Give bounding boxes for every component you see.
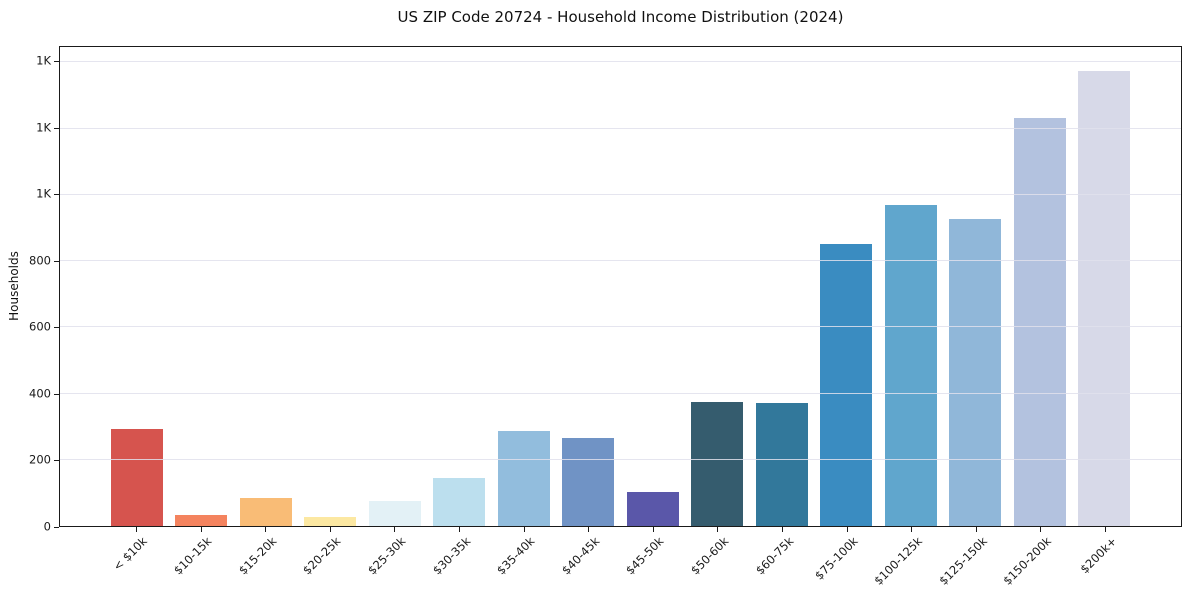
ytick-mark-400: [54, 393, 59, 395]
gridline-600: [60, 326, 1181, 328]
ytick-label-1400: 1K: [36, 53, 51, 68]
xtick-label-8: $45-50k: [623, 534, 667, 578]
xtick-mark-2: [265, 527, 267, 532]
bar-40-45k: [562, 437, 615, 526]
ytick-label-200: 200: [29, 452, 51, 467]
xtick-mark-3: [329, 527, 331, 532]
xtick-label-13: $125-150k: [936, 534, 990, 588]
gridline-1000: [60, 193, 1181, 195]
bar-35-40k: [497, 430, 550, 526]
bar-100-125k: [884, 205, 937, 526]
xtick-mark-0: [135, 527, 137, 532]
bar-150-200k: [1013, 118, 1066, 526]
bar-30-35k: [433, 478, 486, 526]
bar-25-30k: [368, 501, 421, 526]
xtick-mark-15: [1105, 527, 1107, 532]
ytick-mark-200: [54, 460, 59, 462]
ytick-mark-0: [54, 527, 59, 528]
xtick-label-6: $35-40k: [494, 534, 538, 578]
xtick-label-14: $150-200k: [1000, 534, 1055, 588]
xtick-label-11: $75-100k: [811, 534, 861, 583]
ytick-mark-600: [54, 327, 59, 329]
bar-50-60k: [691, 401, 744, 526]
xtick-mark-13: [975, 527, 977, 532]
gridline-1200: [60, 127, 1181, 129]
ytick-label-0: 0: [43, 519, 51, 534]
bar-15-20k: [239, 497, 292, 526]
bar-10k: [110, 428, 163, 526]
xtick-label-2: $15-20k: [235, 534, 280, 578]
bar-125-150k: [949, 218, 1002, 526]
ytick-mark-1200: [54, 127, 59, 129]
xtick-mark-8: [652, 527, 654, 532]
xtick-label-10: $60-75k: [752, 534, 796, 578]
chart-title: US ZIP Code 20724 - Household Income Dis…: [397, 8, 844, 26]
xtick-mark-7: [588, 527, 590, 532]
xtick-mark-1: [200, 527, 202, 532]
ytick-mark-800: [54, 260, 59, 262]
xtick-label-5: $30-35k: [429, 534, 473, 578]
gridline-200: [60, 458, 1181, 460]
xtick-mark-5: [458, 527, 460, 532]
bar-60-75k: [755, 402, 808, 526]
ytick-mark-1400: [54, 61, 59, 63]
xtick-label-9: $50-60k: [687, 534, 732, 578]
ytick-label-1200: 1K: [36, 120, 51, 135]
bar-45-50k: [626, 492, 679, 526]
gridline-400: [60, 392, 1181, 394]
xtick-label-15: $200k+: [1076, 534, 1120, 577]
bar-20-25k: [304, 517, 357, 526]
ytick-mark-1000: [54, 194, 59, 196]
xtick-mark-4: [394, 527, 396, 532]
bar-200k: [1078, 70, 1131, 526]
xtick-label-0: < $10k: [110, 534, 150, 574]
bar-10-15k: [175, 515, 228, 526]
xtick-mark-9: [717, 527, 719, 532]
gridline-800: [60, 260, 1181, 261]
xtick-label-7: $40-45k: [558, 534, 603, 578]
gridline-1400: [60, 61, 1181, 63]
plot-area: [59, 46, 1182, 527]
bar-75-100k: [820, 243, 873, 526]
xtick-mark-12: [911, 527, 913, 532]
xtick-mark-11: [846, 527, 848, 532]
ytick-label-600: 600: [29, 319, 51, 334]
xtick-mark-6: [523, 527, 525, 532]
ytick-label-400: 400: [29, 386, 51, 401]
xtick-mark-10: [782, 527, 784, 532]
xtick-label-1: $10-15k: [170, 534, 215, 578]
xtick-mark-14: [1040, 527, 1042, 532]
ytick-label-1000: 1K: [36, 186, 51, 201]
xtick-label-4: $25-30k: [364, 534, 409, 578]
xtick-label-3: $20-25k: [300, 534, 344, 578]
ytick-label-800: 800: [29, 253, 51, 268]
xtick-label-12: $100-125k: [871, 534, 926, 588]
